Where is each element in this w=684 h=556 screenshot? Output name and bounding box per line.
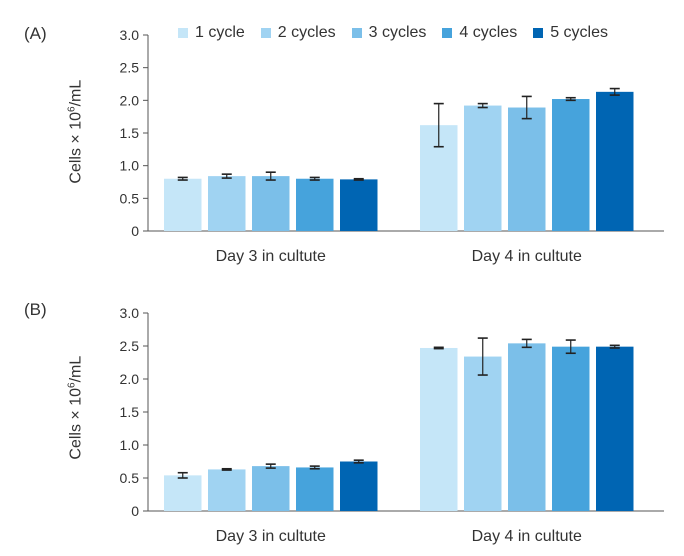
- y-tick-label: 2.0: [120, 371, 140, 387]
- legend-label: 4 cycles: [459, 24, 518, 41]
- panel-label: (A): [24, 24, 47, 43]
- legend-swatch: [442, 28, 453, 38]
- y-tick-label: 3.0: [120, 305, 140, 321]
- panel-label: (B): [24, 300, 47, 319]
- legend-label: 5 cycles: [550, 24, 608, 41]
- y-tick-label: 0: [131, 503, 139, 519]
- legend-item: 1 cycle: [178, 24, 245, 42]
- legend-item: 4 cycles: [442, 24, 517, 42]
- bar: [340, 179, 378, 231]
- legend-label: 2 cycles: [277, 24, 336, 41]
- bar: [296, 178, 334, 231]
- legend-swatch: [533, 28, 544, 38]
- legend-label: 1 cycle: [195, 24, 245, 41]
- y-tick-label: 1.0: [120, 437, 140, 453]
- bar: [340, 461, 378, 511]
- legend-swatch: [351, 28, 362, 38]
- y-tick-label: 1.5: [120, 404, 140, 420]
- bar: [420, 347, 458, 511]
- bar: [296, 467, 334, 511]
- bar: [252, 466, 290, 511]
- bar: [208, 176, 246, 231]
- y-tick-label: 1.0: [120, 158, 140, 174]
- bar: [164, 178, 202, 231]
- bar: [508, 107, 546, 231]
- bar: [252, 176, 290, 231]
- chart-plot-b: 0 0.5 1.0 1.5 2.0 2.5 3.0 Day 3 in cultute Day 4…: [120, 305, 664, 545]
- legend-swatch: [178, 28, 188, 38]
- y-tick-label: 0: [131, 223, 139, 239]
- legend: 1 cycle 2 cycles 3 cycles 4 cycles 5 cyc…: [178, 24, 624, 42]
- y-tick-label: 2.0: [120, 92, 140, 108]
- legend-label: 3 cycles: [368, 24, 427, 41]
- bar: [464, 356, 502, 511]
- legend-item: 2 cycles: [260, 24, 336, 42]
- bar: [596, 346, 634, 511]
- y-tick-label: 0.5: [120, 470, 140, 486]
- x-category-label: Day 3 in cultute: [216, 528, 326, 545]
- y-tick-label: 2.5: [120, 338, 140, 354]
- bar: [552, 99, 590, 231]
- x-category-label: Day 4 in cultute: [472, 248, 582, 265]
- bar: [596, 91, 634, 231]
- y-tick-label: 2.5: [120, 60, 140, 76]
- x-category-label: Day 3 in cultute: [216, 248, 326, 265]
- bar: [508, 343, 546, 511]
- y-tick-label: 3.0: [120, 27, 140, 43]
- y-tick-label: 0.5: [120, 190, 140, 206]
- legend-swatch: [260, 28, 271, 38]
- legend-item: 3 cycles: [351, 24, 427, 42]
- x-category-label: Day 4 in cultute: [472, 528, 582, 545]
- bar: [208, 469, 246, 511]
- chart-plot-a: 0 0.5 1.0 1.5 2.0 2.5 3.0 Day 3 in cultute Day 4…: [120, 27, 664, 265]
- bar: [164, 475, 202, 511]
- bar: [552, 346, 590, 511]
- y-tick-label: 1.5: [120, 125, 140, 141]
- legend-item: 5 cycles: [533, 24, 608, 42]
- chart-panel-a: (A) Cells × 106/mL 1 cycle 2 cycles 3 cy…: [24, 24, 664, 265]
- bar: [464, 105, 502, 231]
- chart-panel-b: (B) Cells × 106/mL 0 0.5 1.0 1.5 2.0 2.5 3.0 Da…: [0, 278, 684, 556]
